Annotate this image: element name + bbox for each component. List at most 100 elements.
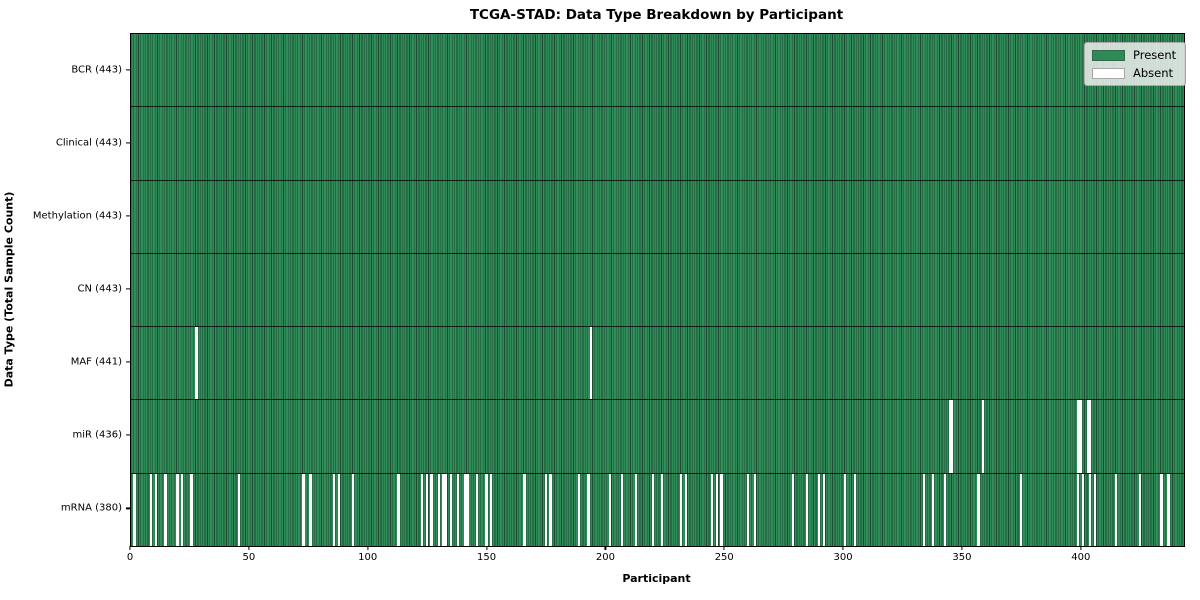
absent-bar	[463, 473, 467, 546]
x-tick-label: 400	[1071, 552, 1091, 563]
absent-bar	[425, 473, 429, 546]
absent-bar	[922, 473, 925, 546]
absent-bar	[456, 473, 460, 546]
y-tick-mark	[126, 434, 130, 436]
heatmap-row-MAF	[131, 327, 1184, 401]
absent-bar	[715, 473, 719, 546]
absent-bar	[943, 473, 947, 546]
absent-bar	[948, 400, 952, 473]
absent-bar	[753, 473, 757, 546]
y-tick-label: CN (443)	[77, 283, 122, 295]
absent-bar	[352, 473, 355, 546]
absent-bar	[587, 473, 590, 546]
absent-bar	[150, 473, 153, 546]
absent-bar	[1088, 473, 1092, 546]
x-tick-mark	[604, 546, 606, 550]
absent-bar	[195, 327, 198, 400]
absent-bar	[1115, 473, 1118, 546]
absent-bar	[333, 473, 336, 546]
absent-bar	[608, 473, 612, 546]
legend-swatch-present	[1092, 49, 1125, 61]
absent-bar	[523, 473, 526, 546]
absent-bar	[133, 473, 136, 546]
y-tick-labels: BCR (443) Clinical (443) Methylation (443)…	[0, 33, 122, 545]
x-tick-label: 200	[595, 552, 615, 563]
x-tick-mark	[248, 546, 250, 550]
x-tick-mark	[842, 546, 844, 550]
absent-bar	[853, 473, 856, 546]
absent-bar	[1079, 400, 1082, 473]
absent-bar	[1077, 400, 1080, 473]
x-tick-mark	[129, 546, 131, 550]
y-tick-label: mRNA (380)	[60, 502, 122, 514]
heatmap-row-CN	[131, 253, 1184, 328]
absent-bar	[1086, 400, 1089, 473]
absent-bar	[806, 473, 809, 546]
absent-bar	[544, 473, 547, 546]
absent-bar	[661, 473, 664, 546]
absent-bar	[620, 473, 624, 546]
absent-bar	[951, 400, 954, 473]
x-tick-mark	[485, 546, 488, 550]
legend-label: Present	[1133, 48, 1177, 62]
absent-bar	[1081, 473, 1085, 546]
heatmap-row-Clinical	[131, 107, 1184, 181]
legend-swatch-absent	[1092, 67, 1125, 79]
x-tick-mark	[1080, 546, 1082, 550]
absent-bar	[549, 473, 552, 546]
absent-bar	[449, 473, 452, 546]
absent-bar	[1138, 473, 1142, 546]
absent-bar	[442, 473, 445, 546]
absent-bar	[1088, 400, 1092, 473]
absent-bar	[302, 473, 305, 546]
absent-bar	[577, 473, 581, 546]
y-tick-label: MAF (441)	[70, 356, 122, 368]
y-tick-mark	[126, 215, 130, 217]
legend-label: Absent	[1133, 66, 1174, 80]
absent-bar	[444, 473, 448, 546]
y-tick-mark	[126, 142, 130, 144]
absent-bar	[977, 473, 980, 546]
heatmap-row-Methylation	[131, 180, 1184, 254]
absent-bar	[710, 473, 714, 546]
x-tick-label: 0	[126, 552, 134, 563]
absent-bar	[420, 473, 424, 546]
plot-area: Present Absent	[130, 33, 1187, 547]
absent-bar	[844, 473, 847, 546]
x-tick-label: 100	[358, 552, 378, 563]
x-tick-mark	[961, 546, 963, 550]
x-tick-label: 250	[714, 552, 734, 563]
absent-bar	[651, 473, 654, 546]
y-tick-marks	[125, 33, 130, 545]
absent-bar	[680, 473, 683, 546]
legend-entry-absent: Absent	[1092, 66, 1176, 80]
absent-bar	[237, 473, 241, 546]
absent-bar	[791, 473, 795, 546]
absent-bar	[720, 473, 723, 546]
x-tick-label: 300	[833, 552, 853, 563]
absent-bar	[981, 400, 985, 473]
absent-bar	[397, 473, 400, 546]
x-tick-label: 350	[952, 552, 972, 563]
absent-bar	[684, 473, 688, 546]
y-tick-label: Clinical (443)	[55, 137, 122, 149]
absent-bar	[176, 473, 179, 546]
heatmap-rows	[131, 34, 1184, 546]
absent-bar	[746, 473, 749, 546]
absent-bar	[309, 473, 312, 546]
heatmap-row-miR	[131, 400, 1184, 474]
y-tick-mark	[126, 507, 130, 510]
y-tick-mark	[126, 68, 130, 71]
absent-bar	[634, 473, 638, 546]
y-tick-label: BCR (443)	[71, 64, 122, 76]
absent-bar	[1077, 473, 1080, 546]
y-tick-label: miR (436)	[72, 429, 122, 441]
absent-bar	[589, 327, 593, 400]
absent-bar	[466, 473, 469, 546]
absent-bar	[430, 473, 433, 546]
absent-bar	[164, 473, 167, 546]
legend: Present Absent	[1084, 42, 1187, 86]
absent-bar	[1019, 473, 1023, 546]
heatmap-row-mRNA	[131, 473, 1184, 546]
